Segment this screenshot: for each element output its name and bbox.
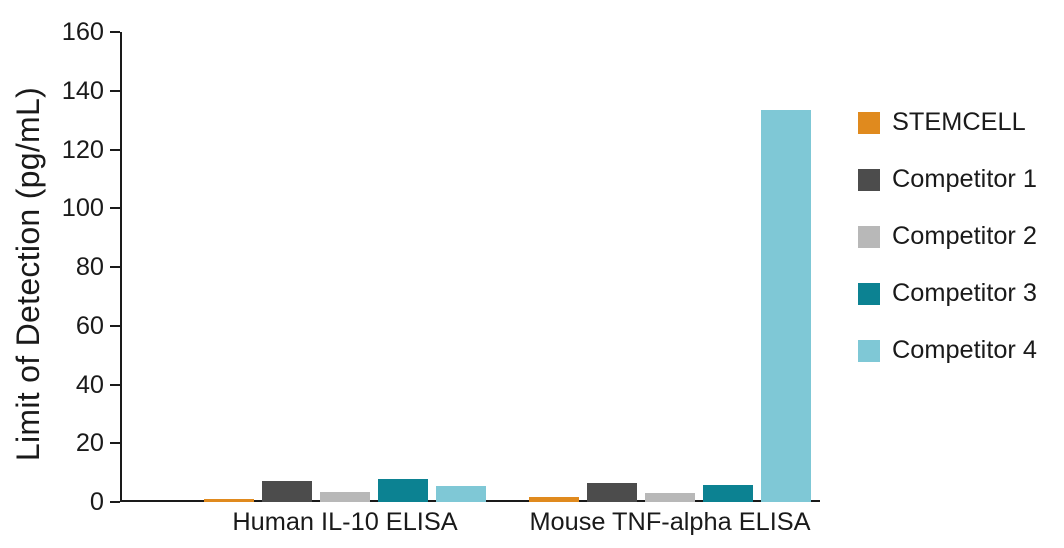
y-tick-mark xyxy=(110,266,120,268)
y-tick-mark xyxy=(110,31,120,33)
y-tick-mark xyxy=(110,149,120,151)
legend-label: Competitor 3 xyxy=(892,279,1037,308)
y-tick-label: 160 xyxy=(44,18,104,47)
y-tick-label: 140 xyxy=(44,77,104,106)
bar xyxy=(645,493,695,502)
bar xyxy=(703,485,753,502)
bar xyxy=(378,479,428,503)
plot-area xyxy=(120,32,820,502)
bar xyxy=(761,110,811,502)
bar xyxy=(436,486,486,502)
legend-item: Competitor 3 xyxy=(858,279,1037,308)
y-tick-label: 120 xyxy=(44,136,104,165)
y-tick-mark xyxy=(110,384,120,386)
y-tick-mark xyxy=(110,501,120,503)
x-category-label: Human IL-10 ELISA xyxy=(165,508,525,537)
legend-swatch xyxy=(858,340,880,362)
legend-label: Competitor 1 xyxy=(892,165,1037,194)
y-tick-label: 0 xyxy=(44,488,104,517)
bar xyxy=(262,481,312,502)
y-tick-label: 20 xyxy=(44,429,104,458)
legend-swatch xyxy=(858,112,880,134)
bar xyxy=(320,492,370,502)
legend-swatch xyxy=(858,283,880,305)
y-tick-label: 80 xyxy=(44,253,104,282)
legend-item: STEMCELL xyxy=(858,108,1037,137)
y-tick-mark xyxy=(110,325,120,327)
bar xyxy=(529,497,579,502)
y-tick-mark xyxy=(110,90,120,92)
y-tick-label: 100 xyxy=(44,194,104,223)
legend-item: Competitor 2 xyxy=(858,222,1037,251)
bar xyxy=(587,483,637,502)
legend-swatch xyxy=(858,226,880,248)
chart-stage: Limit of Detection (pg/mL) 0 20 40 60 80 100 1… xyxy=(0,0,1064,548)
legend-label: STEMCELL xyxy=(892,108,1026,137)
legend-item: Competitor 1 xyxy=(858,165,1037,194)
y-axis-title: Limit of Detection (pg/mL) xyxy=(10,0,47,548)
bar xyxy=(204,499,254,502)
legend-swatch xyxy=(858,169,880,191)
legend-label: Competitor 2 xyxy=(892,222,1037,251)
legend-item: Competitor 4 xyxy=(858,336,1037,365)
y-tick-label: 60 xyxy=(44,312,104,341)
legend-label: Competitor 4 xyxy=(892,336,1037,365)
legend: STEMCELL Competitor 1 Competitor 2 Competit… xyxy=(858,108,1037,393)
y-tick-mark xyxy=(110,442,120,444)
x-category-label: Mouse TNF-alpha ELISA xyxy=(490,508,850,537)
y-tick-label: 40 xyxy=(44,371,104,400)
y-tick-mark xyxy=(110,207,120,209)
